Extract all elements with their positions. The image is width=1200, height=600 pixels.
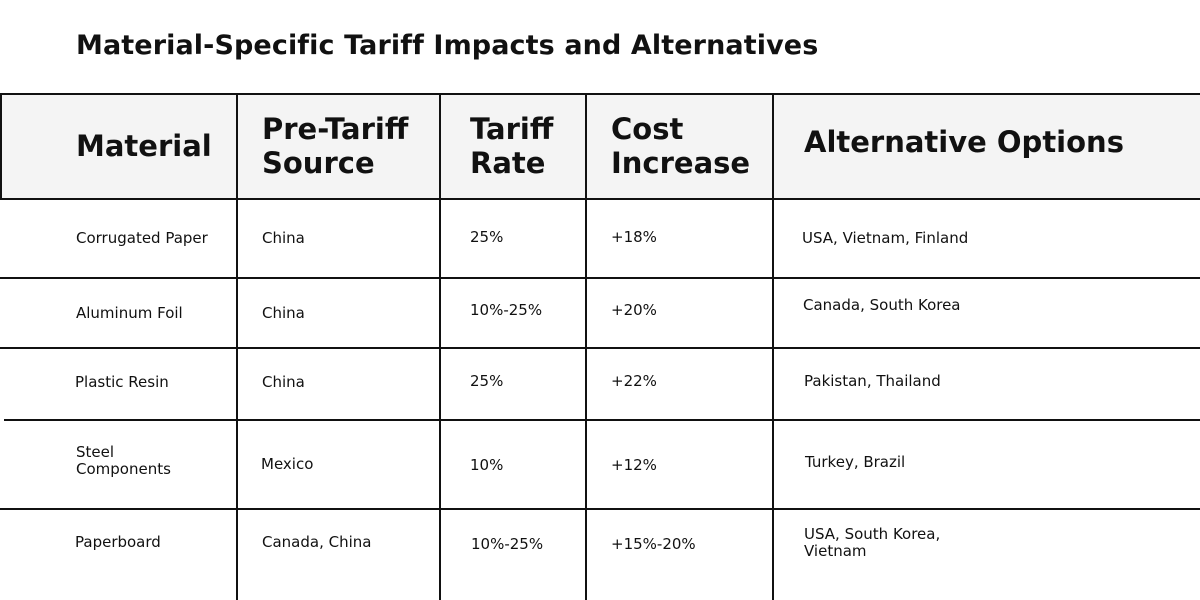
table-cell-increase: +22%	[611, 372, 657, 390]
column-divider	[772, 93, 774, 600]
table-cell-rate: 10%-25%	[471, 534, 544, 553]
table-header-row	[0, 93, 1200, 198]
table-cell-material: Steel Components	[76, 443, 171, 478]
table-cell-rate: 25%	[470, 372, 504, 390]
table-border-left	[0, 93, 2, 199]
table-cell-source: Mexico	[261, 454, 314, 473]
table-cell-alternatives: Canada, South Korea	[803, 295, 961, 314]
table-cell-source: Canada, China	[262, 533, 372, 551]
table-cell-rate: 10%	[470, 455, 504, 474]
table-cell-source: China	[262, 373, 305, 391]
tariff-table: Material Pre-Tariff Source Tariff Rate C…	[0, 93, 1200, 600]
column-header-increase: Cost Increase	[611, 111, 751, 180]
column-divider	[439, 93, 441, 600]
table-cell-material: Paperboard	[75, 533, 161, 551]
page-title: Material-Specific Tariff Impacts and Alt…	[76, 30, 819, 61]
column-divider	[585, 93, 587, 600]
table-cell-source: China	[262, 303, 305, 322]
row-divider	[0, 347, 1200, 349]
header-divider	[0, 198, 1200, 200]
column-divider	[236, 93, 238, 600]
table-cell-increase: +15%-20%	[611, 535, 696, 553]
column-header-material: Material	[76, 128, 212, 163]
table-cell-rate: 25%	[470, 228, 504, 246]
table-cell-increase: +18%	[611, 228, 657, 246]
table-cell-material: Plastic Resin	[75, 373, 169, 391]
table-cell-alternatives: USA, South Korea, Vietnam	[804, 525, 941, 560]
table-cell-increase: +12%	[611, 455, 657, 474]
table-cell-material: Aluminum Foil	[76, 303, 183, 322]
column-header-alternatives: Alternative Options	[804, 124, 1124, 159]
table-cell-increase: +20%	[611, 300, 657, 319]
column-header-rate: Tariff Rate	[470, 111, 554, 180]
table-cell-alternatives: Turkey, Brazil	[805, 452, 906, 471]
table-cell-alternatives: Pakistan, Thailand	[804, 372, 941, 390]
table-cell-alternatives: USA, Vietnam, Finland	[802, 229, 969, 247]
table-cell-material: Corrugated Paper	[76, 229, 208, 247]
table-cell-rate: 10%-25%	[470, 300, 543, 319]
row-divider	[0, 508, 1200, 510]
column-header-source: Pre-Tariff Source	[262, 111, 409, 180]
row-divider	[4, 419, 1200, 421]
table-cell-source: China	[262, 229, 305, 247]
table-border-top	[0, 93, 1200, 95]
row-divider	[0, 277, 1200, 279]
